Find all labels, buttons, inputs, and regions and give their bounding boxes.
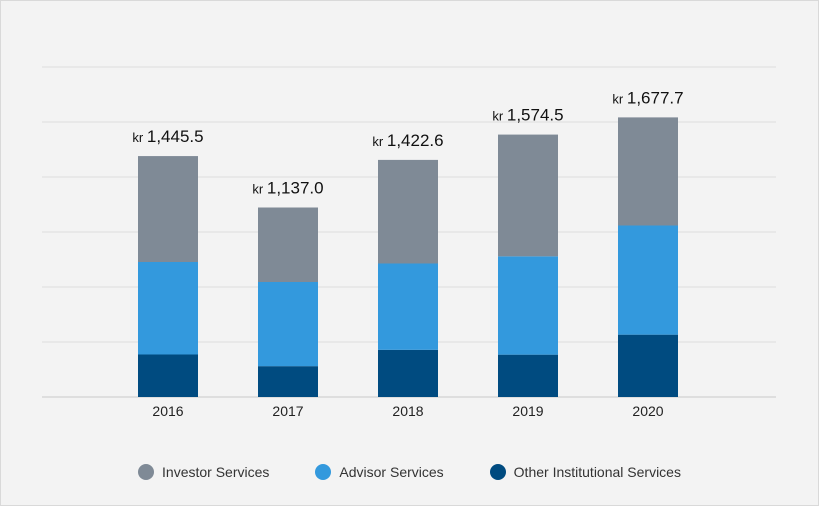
currency-prefix: kr — [132, 130, 146, 145]
total-label: kr 1,445.5 — [132, 127, 203, 146]
bar-segment — [138, 262, 198, 355]
bar-segment — [378, 349, 438, 397]
bar-segment — [618, 225, 678, 335]
bar-segment — [138, 156, 198, 262]
legend-swatch — [138, 464, 155, 480]
total-value: 1,422.6 — [387, 131, 444, 150]
currency-prefix: kr — [612, 91, 626, 106]
x-tick-label: 2020 — [632, 403, 663, 419]
total-value: 1,445.5 — [147, 127, 204, 146]
legend-label: Investor Services — [162, 464, 270, 480]
total-label: kr 1,677.7 — [612, 88, 683, 107]
total-labels: kr 1,445.5kr 1,137.0kr 1,422.6kr 1,574.5… — [132, 88, 683, 197]
legend-label: Other Institutional Services — [513, 464, 681, 480]
legend-item-investor-services: Investor Services — [138, 464, 269, 480]
legend-swatch — [315, 464, 332, 480]
x-tick-label: 2017 — [272, 403, 303, 419]
total-value: 1,677.7 — [627, 88, 684, 107]
currency-prefix: kr — [252, 182, 266, 197]
total-label: kr 1,422.6 — [372, 131, 443, 150]
bar-segment — [498, 134, 558, 257]
x-tick-label: 2016 — [152, 403, 183, 419]
x-tick-labels: 2016 2017 2018 2019 2020 — [152, 403, 663, 419]
bar-segment — [138, 354, 198, 397]
total-label: kr 1,137.0 — [252, 179, 323, 198]
bar-segment — [258, 282, 318, 367]
total-value: 1,137.0 — [267, 179, 324, 198]
bar-segment — [498, 354, 558, 397]
x-tick-label: 2019 — [512, 403, 543, 419]
bar-segment — [258, 207, 318, 282]
currency-prefix: kr — [492, 109, 506, 124]
legend: Investor Services Advisor Services Other… — [0, 464, 819, 480]
bar-segment — [498, 256, 558, 355]
currency-prefix: kr — [372, 134, 386, 149]
legend-swatch — [489, 464, 506, 480]
bars — [138, 117, 678, 397]
bar-segment — [618, 334, 678, 397]
total-label: kr 1,574.5 — [492, 106, 563, 125]
x-tick-label: 2018 — [392, 403, 423, 419]
bar-segment — [258, 366, 318, 397]
bar-segment — [378, 159, 438, 264]
bar-segment — [378, 263, 438, 350]
legend-label: Advisor Services — [339, 464, 444, 480]
legend-item-other-institutional-services: Other Institutional Services — [489, 464, 681, 480]
total-value: 1,574.5 — [507, 106, 564, 125]
legend-item-advisor-services: Advisor Services — [315, 464, 444, 480]
bar-segment — [618, 117, 678, 226]
